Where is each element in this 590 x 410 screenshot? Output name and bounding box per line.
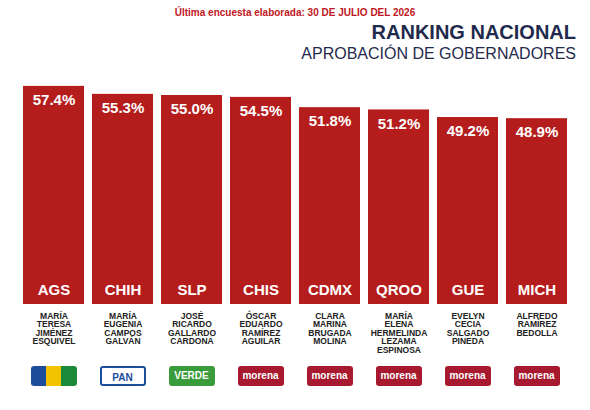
svg-text:CHIS: CHIS — [243, 281, 279, 298]
svg-text:51.2%: 51.2% — [378, 115, 421, 132]
svg-text:54.5%: 54.5% — [240, 102, 283, 119]
svg-text:SLP: SLP — [177, 281, 206, 298]
svg-text:MARÍAEUGENIACAMPOSGALVÁN: MARÍAEUGENIACAMPOSGALVÁN — [104, 311, 143, 347]
svg-text:QROO: QROO — [376, 281, 422, 298]
svg-text:49.2%: 49.2% — [447, 122, 490, 139]
svg-text:EVELYNCECIASALGADOPINEDA: EVELYNCECIASALGADOPINEDA — [447, 311, 490, 347]
html-text:APROBACIÓN DE GOBERNADORES: APROBACIÓN DE GOBERNADORES — [301, 45, 576, 62]
svg-text:MICH: MICH — [518, 281, 556, 298]
svg-text:CHIH: CHIH — [105, 281, 142, 298]
svg-text:ALFREDORAMÍREZBEDOLLA: ALFREDORAMÍREZBEDOLLA — [516, 311, 557, 338]
svg-text:55.0%: 55.0% — [171, 100, 214, 117]
svg-text:55.3%: 55.3% — [102, 99, 145, 116]
html-text:morena: morena — [311, 370, 348, 381]
html-text:morena: morena — [242, 370, 279, 381]
html-text:RANKING NACIONAL: RANKING NACIONAL — [371, 21, 576, 43]
svg-text:51.8%: 51.8% — [309, 112, 352, 129]
svg-text:AGS: AGS — [38, 281, 71, 298]
html-text:morena: morena — [518, 370, 555, 381]
svg-text:CLARAMARINABRUGADAMOLINA: CLARAMARINABRUGADAMOLINA — [308, 311, 351, 347]
html-text:morena: morena — [380, 370, 417, 381]
svg-text:ÓSCAREDUARDORAMÍREZAGUILAR: ÓSCAREDUARDORAMÍREZAGUILAR — [240, 310, 283, 347]
html-text:PAN: PAN — [112, 372, 133, 383]
svg-text:MARÍAELENAHERMELINDALEZAMAESPI: MARÍAELENAHERMELINDALEZAMAESPINOSA — [371, 311, 428, 355]
html-text:Última encuesta elaborada: 30: Última encuesta elaborada: 30 DE JULIO D… — [174, 7, 416, 18]
svg-text:57.4%: 57.4% — [33, 91, 76, 108]
svg-text:JOSÉRICARDOGALLARDOCARDONA: JOSÉRICARDOGALLARDOCARDONA — [168, 311, 217, 347]
html-text:morena: morena — [449, 370, 486, 381]
svg-text:MARÍATERESAJIMÉNEZESQUIVEL: MARÍATERESAJIMÉNEZESQUIVEL — [33, 311, 76, 347]
html-text:VERDE: VERDE — [174, 370, 209, 381]
svg-text:GUE: GUE — [452, 281, 485, 298]
svg-text:CDMX: CDMX — [308, 281, 352, 298]
svg-text:48.9%: 48.9% — [516, 123, 559, 140]
